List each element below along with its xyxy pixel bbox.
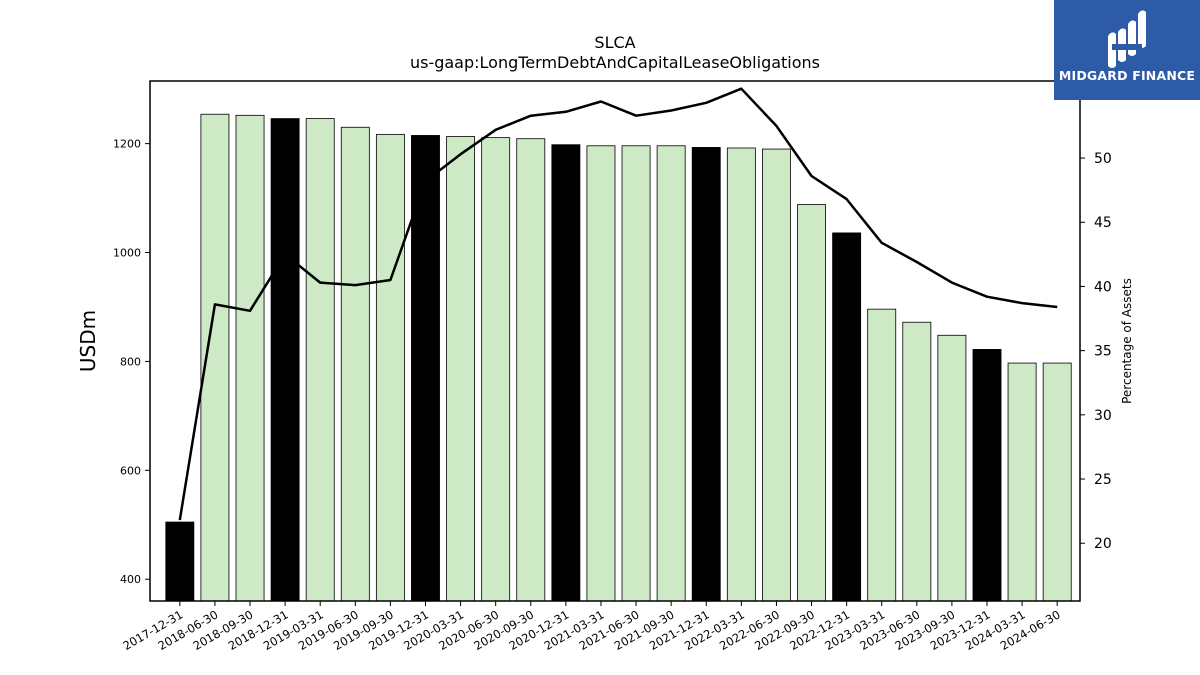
bar (270, 118, 300, 602)
y2-tick-label: 45 (1094, 215, 1112, 231)
bar (235, 114, 265, 602)
bar (621, 145, 651, 602)
y-tick-label: 800 (120, 355, 141, 368)
bar (656, 145, 686, 602)
plot-frame (149, 80, 1081, 602)
y2-tick-label: 30 (1094, 408, 1112, 424)
bar (586, 145, 616, 602)
bar (446, 136, 476, 602)
brand-name: MIDGARD FINANCE (1058, 68, 1196, 83)
chart-subtitle: us-gaap:LongTermDebtAndCapitalLeaseOblig… (410, 53, 820, 72)
brand-logo: MIDGARD FINANCE (1054, 0, 1200, 100)
bar (1007, 362, 1037, 602)
y2-tick-label: 35 (1094, 344, 1112, 360)
y2-tick-label: 40 (1094, 279, 1112, 295)
y2-tick-label: 20 (1094, 536, 1112, 552)
bar (902, 321, 932, 602)
bar (551, 144, 581, 602)
brand-mark-icon (1108, 10, 1146, 68)
bar (761, 148, 791, 602)
bar (726, 147, 756, 602)
bar (375, 133, 405, 602)
y-tick-label: 600 (120, 464, 141, 477)
y-axis-label: USDm (76, 310, 100, 372)
bar (411, 135, 440, 602)
y2-axis-label: Percentage of Assets (1120, 278, 1134, 404)
y2-tick-label: 50 (1094, 151, 1112, 167)
y2-tick-label: 25 (1094, 472, 1112, 488)
bar (516, 138, 546, 602)
bar (867, 308, 897, 602)
bar (937, 334, 967, 602)
y-tick-label: 400 (120, 573, 141, 586)
bar (691, 147, 721, 602)
bar (340, 126, 370, 602)
chart-title: SLCA (594, 33, 635, 52)
bar (797, 204, 826, 602)
bar (1042, 362, 1072, 602)
bar (832, 232, 862, 602)
bar (481, 137, 511, 602)
bar (165, 521, 195, 602)
percentage-line (178, 87, 1058, 521)
y-tick-label: 1000 (113, 247, 141, 260)
y-tick-label: 1200 (113, 138, 141, 151)
bar (972, 349, 1002, 602)
bar (305, 118, 335, 602)
bar-series (165, 113, 1072, 602)
line-series (178, 87, 1058, 521)
